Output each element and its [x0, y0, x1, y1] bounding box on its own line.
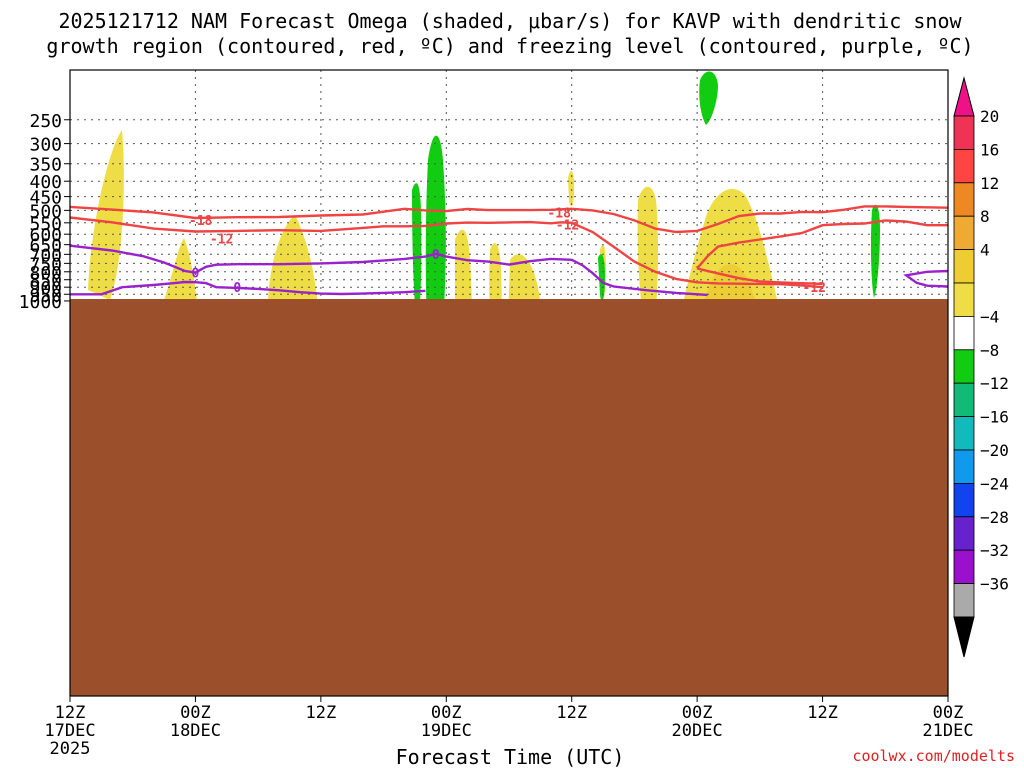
- y-tick-label: 400: [29, 172, 62, 193]
- colorbar-bin: [953, 449, 975, 484]
- contour-label: 0: [432, 248, 440, 263]
- x-tick-label: 12Z: [305, 703, 336, 723]
- colorbar-bin: [953, 315, 975, 351]
- x-tick-label: 12Z: [807, 703, 838, 723]
- colorbar-bin: [953, 282, 975, 317]
- y-tick-label: 950: [29, 285, 62, 306]
- y-tick-label: 250: [29, 111, 62, 132]
- contour-label: -12: [210, 232, 233, 247]
- omega-green-area: [699, 71, 718, 125]
- dendritic-growth-contours: [70, 205, 948, 289]
- omega-green-area: [870, 204, 880, 298]
- contour-label: -12: [802, 281, 825, 296]
- chart-title-line-1: 2025121712 NAM Forecast Omega (shaded, μ…: [58, 9, 962, 33]
- x-tick-label: 12Z: [556, 703, 587, 723]
- colorbar-label: 8: [980, 207, 990, 226]
- colorbar-bin: [953, 215, 975, 250]
- freezing-level-line: [70, 280, 426, 296]
- colorbar-label: −12: [980, 374, 1009, 393]
- y-tick-label: 750: [29, 254, 62, 275]
- y-tick-label: 850: [29, 271, 62, 292]
- colorbar-bin: [953, 148, 975, 184]
- colorbar-bin: [953, 583, 975, 618]
- y-tick-label: 550: [29, 214, 62, 235]
- y-tick-label: 1000: [19, 292, 62, 313]
- colorbar-label: 12: [980, 174, 999, 193]
- x-tick-label: 00Z: [682, 703, 713, 723]
- colorbar-bin: [953, 349, 975, 384]
- x-tick-date-label: 18DEC: [170, 721, 221, 741]
- watermark: coolwx.com/modelts: [852, 747, 1015, 765]
- y-tick-label: 700: [29, 245, 62, 266]
- colorbar-label: −16: [980, 408, 1009, 427]
- colorbar-label: −28: [980, 508, 1009, 527]
- colorbar-bin: [953, 416, 975, 451]
- y-tick-label: 600: [29, 225, 62, 246]
- pressure-axis: 250 3003504004505005506006507007508008509…: [19, 111, 70, 313]
- colorbar-label: −4: [980, 307, 999, 326]
- colorbar-bin: [953, 482, 975, 518]
- x-tick-date-label: 17DEC: [44, 721, 95, 741]
- y-tick-label: 800: [29, 263, 62, 284]
- colorbar-label: −36: [980, 575, 1009, 594]
- colorbar-label: −8: [980, 341, 999, 360]
- contour-label: 0: [192, 267, 200, 282]
- contour-label: -18: [189, 214, 213, 229]
- colorbar-bin: [953, 249, 975, 284]
- colorbar-top-arrow: [953, 76, 975, 117]
- x-tick-year-label: 2025: [50, 739, 91, 759]
- contour-label: -12: [556, 219, 579, 234]
- y-tick-label: 500: [29, 201, 62, 222]
- dendritic-contour-line: [696, 267, 823, 286]
- y-tick-label: 900: [29, 278, 62, 299]
- colorbar-bin: [953, 516, 975, 551]
- colorbar: 20 16 12 8 4 −4 −8 −12 −16 −20 −24 −28 −32 −36: [953, 76, 1009, 658]
- x-tick-date-label: 19DEC: [421, 721, 472, 741]
- plot-frame: [69, 69, 949, 697]
- chart-title-line-2: growth region (contoured, red, ºC) and f…: [46, 34, 973, 58]
- y-tick-label: 300: [29, 135, 62, 156]
- y-tick-label: 350: [29, 155, 62, 176]
- colorbar-label: 20: [980, 107, 999, 126]
- colorbar-bin: [953, 549, 975, 585]
- omega-yellow-area: [568, 171, 575, 207]
- y-tick-label: 650: [29, 236, 62, 257]
- colorbar-bin: [953, 182, 975, 217]
- ground-surface: [70, 298, 948, 696]
- colorbar-bottom-arrow: [953, 616, 975, 658]
- dendritic-contour-line: [70, 216, 823, 289]
- colorbar-label: −20: [980, 441, 1009, 460]
- x-tick-date-label: 20DEC: [672, 721, 723, 741]
- freezing-level-contours: [70, 244, 948, 297]
- x-tick-label: 00Z: [431, 703, 462, 723]
- colorbar-bin: [953, 115, 975, 150]
- freezing-level-line: [70, 244, 708, 297]
- dendritic-contour-line: [70, 205, 948, 234]
- colorbar-label: −24: [980, 474, 1009, 493]
- omega-green-area: [598, 254, 605, 302]
- x-tick-date-label: 21DEC: [922, 721, 973, 741]
- contour-label: -18: [547, 206, 571, 221]
- omega-yellow-area: [88, 130, 124, 300]
- y-tick-label: 450: [29, 188, 62, 209]
- contour-label: 0: [233, 281, 241, 296]
- dendritic-contour-line: [696, 219, 948, 270]
- colorbar-label: 4: [980, 241, 990, 260]
- freezing-level-line: [903, 269, 948, 288]
- x-tick-label: 00Z: [933, 703, 964, 723]
- x-axis-label: Forecast Time (UTC): [396, 745, 625, 768]
- x-tick-label: 00Z: [180, 703, 211, 723]
- colorbar-bin: [953, 382, 975, 418]
- colorbar-label: 16: [980, 140, 999, 159]
- x-tick-label: 12Z: [55, 703, 86, 723]
- colorbar-label: −32: [980, 541, 1009, 560]
